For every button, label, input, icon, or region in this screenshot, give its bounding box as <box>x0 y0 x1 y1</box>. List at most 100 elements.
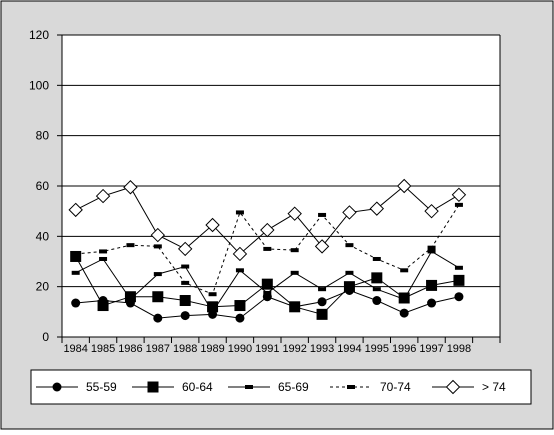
series-3-point <box>153 272 162 277</box>
series-5-point <box>396 178 412 194</box>
axes: 0 20 40 60 80 100 120 1984 1985 1986 1987 1988 1989 1… <box>29 28 501 355</box>
series-3-point <box>71 270 80 275</box>
series-1-point <box>454 292 464 302</box>
x-tick-label: 1990 <box>228 343 252 355</box>
series-2-point <box>371 272 383 284</box>
series-4-point <box>400 268 409 273</box>
y-tick-label: 100 <box>29 78 49 92</box>
series-4-point <box>372 256 381 261</box>
series-3-point <box>427 249 436 254</box>
series-4-point <box>153 244 162 249</box>
series-4-point <box>208 292 217 297</box>
series-5-point <box>95 188 111 204</box>
x-tick-label: 1985 <box>91 343 115 355</box>
series-5-point <box>205 217 220 233</box>
series-3-point <box>318 287 327 292</box>
series-4-point <box>345 243 354 248</box>
series-4-point <box>263 246 272 251</box>
series-4-point <box>427 245 436 250</box>
x-tick-label: 1995 <box>365 343 389 355</box>
series-5-point <box>68 202 83 218</box>
x-tick-label: 1996 <box>392 343 416 355</box>
x-tick-label: 1998 <box>447 343 471 355</box>
series-1-point <box>427 298 437 308</box>
series-5-point <box>287 206 302 221</box>
series-2-point <box>343 281 355 293</box>
series-3-point <box>99 256 108 261</box>
series-3-point <box>290 270 299 275</box>
x-tick-label: 1997 <box>419 343 443 355</box>
series-2-point <box>179 295 191 307</box>
series-1-point <box>235 313 245 323</box>
series-3-point <box>345 270 354 275</box>
y-tick-label: 0 <box>42 330 49 344</box>
series-2-point <box>207 301 219 313</box>
x-tick-label: 1987 <box>146 343 170 355</box>
series-1-point <box>399 308 409 318</box>
series-5-point <box>260 222 275 238</box>
x-tick-label: 1986 <box>118 343 142 355</box>
series-4-point <box>235 210 244 215</box>
series-5-point <box>342 205 357 220</box>
legend-item-5-marker <box>445 379 461 395</box>
y-tick-label: 120 <box>29 28 49 42</box>
series-4-point <box>71 251 80 256</box>
series-3-point <box>208 309 217 314</box>
series-3-point <box>235 268 244 273</box>
series-4-point <box>318 212 327 217</box>
series-2-point <box>426 279 438 291</box>
gridlines <box>62 34 500 288</box>
series-2-point <box>234 300 246 312</box>
legend: 55-59 60-64 65-69 70-74 > 74 <box>36 379 506 395</box>
series-5-point <box>123 180 138 195</box>
legend-item-3-label: 65-69 <box>278 380 309 394</box>
series-2-point <box>124 291 136 303</box>
series-4-point <box>126 243 135 248</box>
series-5-point <box>369 201 385 216</box>
series-1-point <box>153 313 163 323</box>
series-4-point <box>99 249 108 254</box>
series-5-point <box>451 187 467 203</box>
legend-item-2-label: 60-64 <box>182 380 213 394</box>
series-3-point <box>181 264 190 269</box>
series-5-point <box>424 203 439 219</box>
x-tick-label: 1992 <box>282 343 306 355</box>
x-tick-label: 1993 <box>310 343 334 355</box>
series-2-point <box>70 250 82 262</box>
x-tick-label: 1994 <box>337 343 361 355</box>
series-2-point <box>289 301 301 313</box>
series-5-point <box>150 227 166 243</box>
x-tick-label: 1991 <box>255 343 279 355</box>
legend-item-3-marker <box>245 385 253 389</box>
series-1-point <box>180 311 190 321</box>
series-3-point <box>372 287 381 292</box>
legend-item-4-label: 70-74 <box>380 380 411 394</box>
series-1-point <box>71 298 81 308</box>
series-2-point <box>316 308 328 320</box>
series-1-point <box>317 297 327 307</box>
series-2-point <box>152 291 164 303</box>
series-4-point <box>181 280 190 285</box>
series-2-point <box>97 300 109 312</box>
series-3-point <box>126 297 135 302</box>
y-tick-label: 80 <box>36 129 50 143</box>
y-tick-label: 60 <box>36 179 50 193</box>
x-tick-label: 1989 <box>200 343 224 355</box>
series-4-point <box>454 202 463 207</box>
series-1-point <box>372 296 382 306</box>
series-3-point <box>263 290 272 295</box>
y-tick-label: 20 <box>36 280 50 294</box>
series-5-point <box>232 246 248 262</box>
y-tick-label: 40 <box>36 229 50 243</box>
series-3-point <box>454 265 463 270</box>
legend-item-2-marker <box>147 381 159 393</box>
series-5-point <box>314 239 330 254</box>
series-2-point <box>453 274 465 286</box>
series-group <box>68 178 467 323</box>
x-tick-label: 1988 <box>173 343 197 355</box>
series-5-point <box>177 241 193 257</box>
series-3-point <box>400 297 409 302</box>
legend-item-1-label: 55-59 <box>86 380 117 394</box>
